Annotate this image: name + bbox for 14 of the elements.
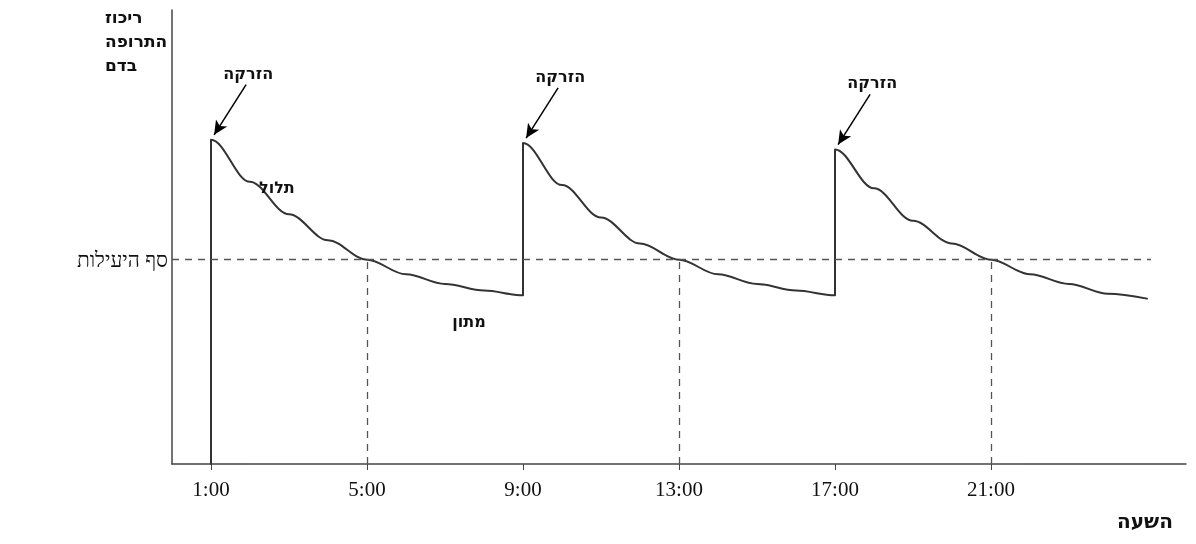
- annotation: הזרקה: [223, 63, 274, 83]
- x-tick-label: 9:00: [504, 476, 542, 501]
- x-tick-label: 21:00: [967, 476, 1015, 501]
- y-axis-title: ריכוז התרופה בדם: [105, 7, 168, 75]
- x-tick-label: 13:00: [655, 476, 703, 501]
- annotation: מתון: [452, 312, 486, 332]
- x-tick-label: 5:00: [348, 476, 386, 501]
- x-axis-title: השעה: [1117, 509, 1173, 533]
- annotation: הזרקה: [847, 73, 898, 93]
- ref-line-label: סף היעילות: [76, 247, 168, 272]
- x-tick-label: 17:00: [811, 476, 859, 501]
- annotation: תלול: [259, 178, 295, 198]
- x-tick-label: 1:00: [192, 476, 230, 501]
- annotation: הזרקה: [535, 66, 586, 86]
